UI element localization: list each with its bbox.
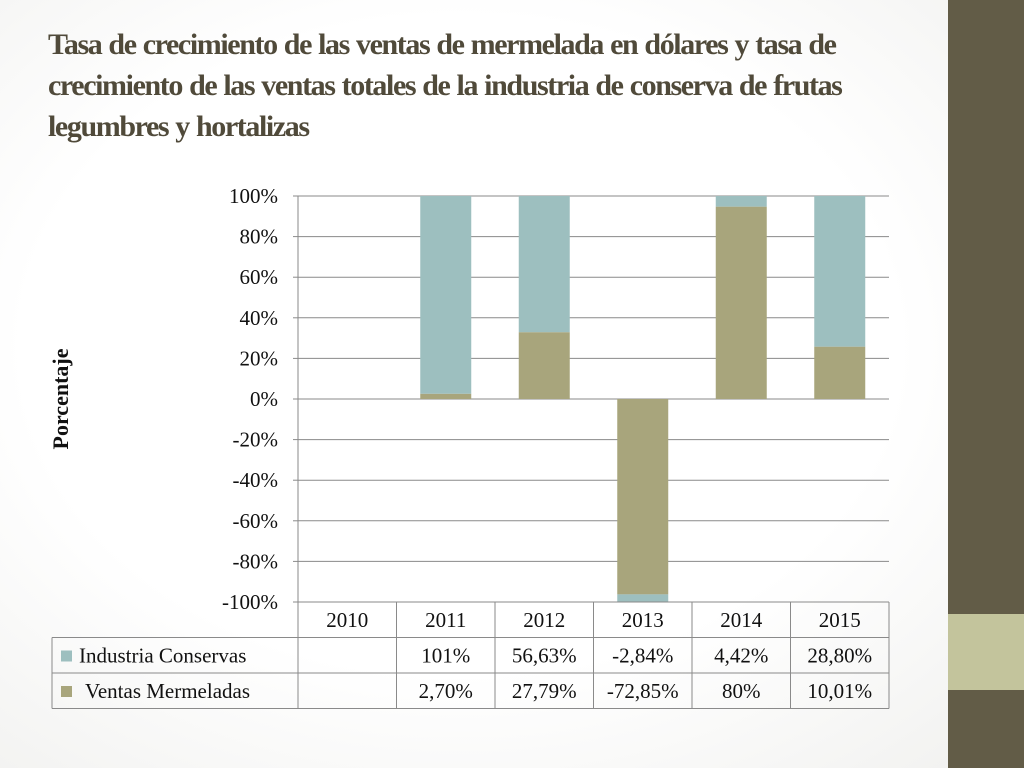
table-value: 56,63% <box>512 644 577 668</box>
x-category-label: 2015 <box>819 608 861 632</box>
table-value: 28,80% <box>807 644 872 668</box>
x-category-label: 2012 <box>523 608 565 632</box>
table-value: 101% <box>421 644 470 668</box>
table-value: 80% <box>722 679 761 703</box>
table-value: 4,42% <box>714 644 768 668</box>
legend-key <box>61 686 72 697</box>
y-tick-label: 0% <box>250 387 278 411</box>
table-value: -72,85% <box>607 679 679 703</box>
y-axis-title: Porcentaje <box>48 348 73 449</box>
sidebar-accent-block <box>948 614 1024 690</box>
y-tick-label: 100% <box>229 184 278 208</box>
slide-title: Tasa de crecimiento de las ventas de mer… <box>48 28 843 143</box>
legend-key <box>61 650 72 662</box>
y-tick-label: -80% <box>233 549 279 573</box>
bar-ventas-mermeladas <box>518 332 570 399</box>
x-category-label: 2011 <box>425 608 466 632</box>
y-tick-label: -40% <box>233 468 279 492</box>
bar-industria-conservas <box>715 196 767 207</box>
bar-ventas-mermeladas <box>715 206 767 399</box>
bar-ventas-mermeladas <box>420 393 472 399</box>
y-tick-label: -20% <box>233 428 279 452</box>
bar-industria-conservas <box>814 196 866 347</box>
y-tick-label: 40% <box>240 306 279 330</box>
legend-series-name: Industria Conservas <box>79 644 246 668</box>
stacked-bar-chart: 100% 80% 60% 40% 20% 0% -20% -40% -60% -80% -100% P… <box>48 184 890 709</box>
bar-industria-conservas <box>617 594 669 602</box>
table-value: 10,01% <box>807 679 872 703</box>
bar-industria-conservas <box>420 196 472 394</box>
y-tick-label: 60% <box>240 265 279 289</box>
x-category-label: 2013 <box>622 608 664 632</box>
y-tick-label: -100% <box>222 590 278 614</box>
bar-ventas-mermeladas <box>814 346 866 399</box>
y-tick-label: 80% <box>240 225 279 249</box>
table-value: -2,84% <box>612 644 673 668</box>
y-tick-label: 20% <box>240 346 279 370</box>
table-value: 2,70% <box>419 679 473 703</box>
table-value: 27,79% <box>512 679 577 703</box>
legend-series-name: Ventas Mermeladas <box>85 679 250 703</box>
x-category-label: 2014 <box>720 608 763 632</box>
bar-industria-conservas <box>518 196 570 333</box>
y-tick-label: -60% <box>233 509 279 533</box>
x-category-label: 2010 <box>326 608 368 632</box>
bar-ventas-mermeladas <box>617 399 669 595</box>
